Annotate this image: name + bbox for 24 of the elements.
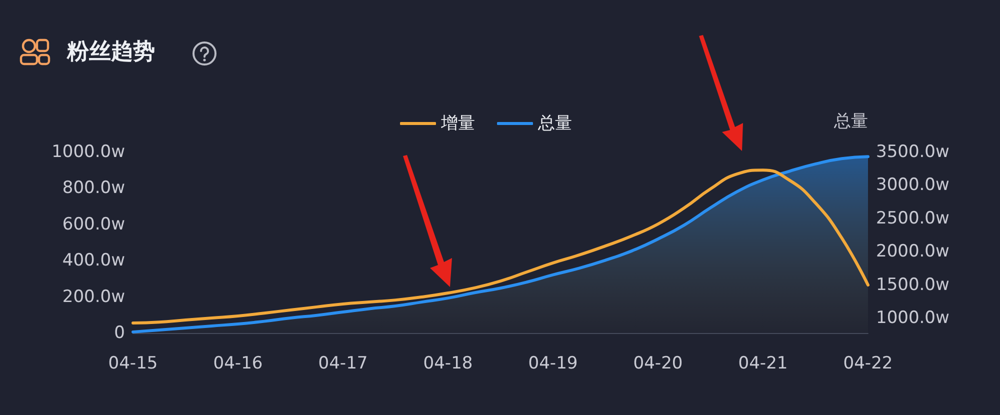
- y2-tick-label: 3500.0w: [876, 142, 950, 162]
- x-tick-label: 04-15: [108, 354, 158, 374]
- y-tick-label: 800.0w: [62, 178, 126, 198]
- y2-tick-label: 3000.0w: [876, 175, 950, 196]
- y-tick-label: 1000.0w: [52, 142, 126, 162]
- y-tick-label: 400.0w: [62, 250, 126, 271]
- y-tick-label: 0: [114, 323, 125, 343]
- x-tick-label: 04-16: [213, 354, 263, 374]
- x-tick-label: 04-20: [633, 354, 683, 374]
- chart-title: 粉丝趋势: [66, 40, 155, 64]
- legend-label: 总量: [537, 114, 572, 134]
- y-tick-label: 200.0w: [62, 286, 126, 307]
- x-tick-label: 04-21: [738, 354, 788, 374]
- x-tick-label: 04-19: [528, 354, 578, 374]
- y2-tick-label: 2500.0w: [876, 208, 950, 228]
- y2-tick-label: 1500.0w: [876, 274, 950, 295]
- y2-tick-label: 1000.0w: [876, 308, 950, 328]
- x-tick-label: 04-17: [318, 354, 368, 374]
- x-tick-label: 04-22: [843, 354, 893, 374]
- y-tick-label: 600.0w: [62, 214, 126, 234]
- x-tick-label: 04-18: [423, 354, 473, 374]
- legend-label: 增量: [440, 114, 475, 134]
- y2-tick-label: 2000.0w: [876, 242, 950, 262]
- y2-axis-title: 总量: [833, 112, 868, 132]
